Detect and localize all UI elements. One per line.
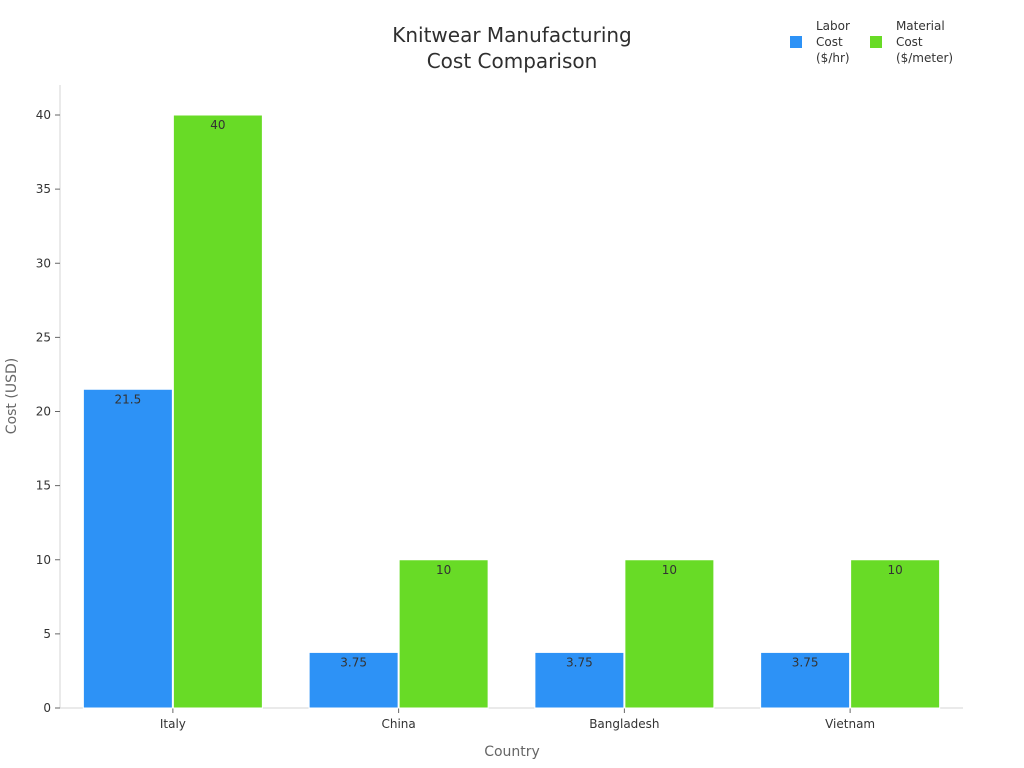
data-label: 10: [436, 563, 451, 577]
legend-label-material-cost: Material Cost ($/meter): [895, 19, 954, 65]
chart-title: Knitwear Manufacturing Cost Comparison: [312, 22, 712, 74]
data-label: 3.75: [792, 655, 819, 669]
x-tick-label: Italy: [160, 717, 186, 731]
bar-material-cost-china[interactable]: [398, 559, 489, 709]
legend-swatch-labor-cost: [790, 36, 802, 48]
data-label: 10: [662, 563, 677, 577]
x-axis-title: Country: [484, 744, 540, 760]
x-tick-label: China: [381, 717, 415, 731]
bar-labor-cost-bangladesh[interactable]: [534, 651, 625, 709]
bar-labor-cost-italy[interactable]: [82, 388, 173, 709]
y-tick-label: 40: [36, 108, 51, 122]
chart-legend: Labor Cost ($/hr) Material Cost ($/meter…: [790, 18, 953, 66]
legend-label-labor-cost: Labor Cost ($/hr): [816, 19, 850, 65]
y-tick-label: 30: [36, 256, 51, 270]
data-label: 3.75: [566, 655, 593, 669]
data-label: 10: [887, 563, 902, 577]
data-label: 21.5: [115, 392, 142, 406]
legend-item-labor-cost[interactable]: Labor Cost ($/hr): [790, 18, 850, 66]
y-tick-label: 10: [36, 553, 51, 567]
bar-material-cost-bangladesh[interactable]: [624, 559, 715, 709]
bar-material-cost-vietnam[interactable]: [850, 559, 941, 709]
y-tick-label: 25: [36, 330, 51, 344]
bar-labor-cost-china[interactable]: [308, 651, 399, 709]
legend-item-material-cost[interactable]: Material Cost ($/meter): [869, 18, 954, 66]
chart-title-line-2: Cost Comparison: [426, 49, 598, 73]
y-axis-title: Cost (USD): [4, 358, 20, 434]
data-label: 40: [210, 118, 225, 132]
legend-swatch-material-cost: [869, 36, 882, 48]
y-tick-label: 35: [36, 182, 51, 196]
y-tick-label: 20: [36, 405, 51, 419]
bar-material-cost-italy[interactable]: [172, 114, 263, 709]
bar-labor-cost-vietnam[interactable]: [760, 651, 851, 709]
y-tick-label: 0: [43, 701, 51, 715]
x-tick-label: Bangladesh: [589, 717, 659, 731]
y-tick-label: 5: [43, 627, 51, 641]
x-tick-label: Vietnam: [825, 717, 875, 731]
data-label: 3.75: [340, 655, 367, 669]
y-tick-label: 15: [36, 479, 51, 493]
chart-title-line-1: Knitwear Manufacturing: [392, 23, 632, 47]
